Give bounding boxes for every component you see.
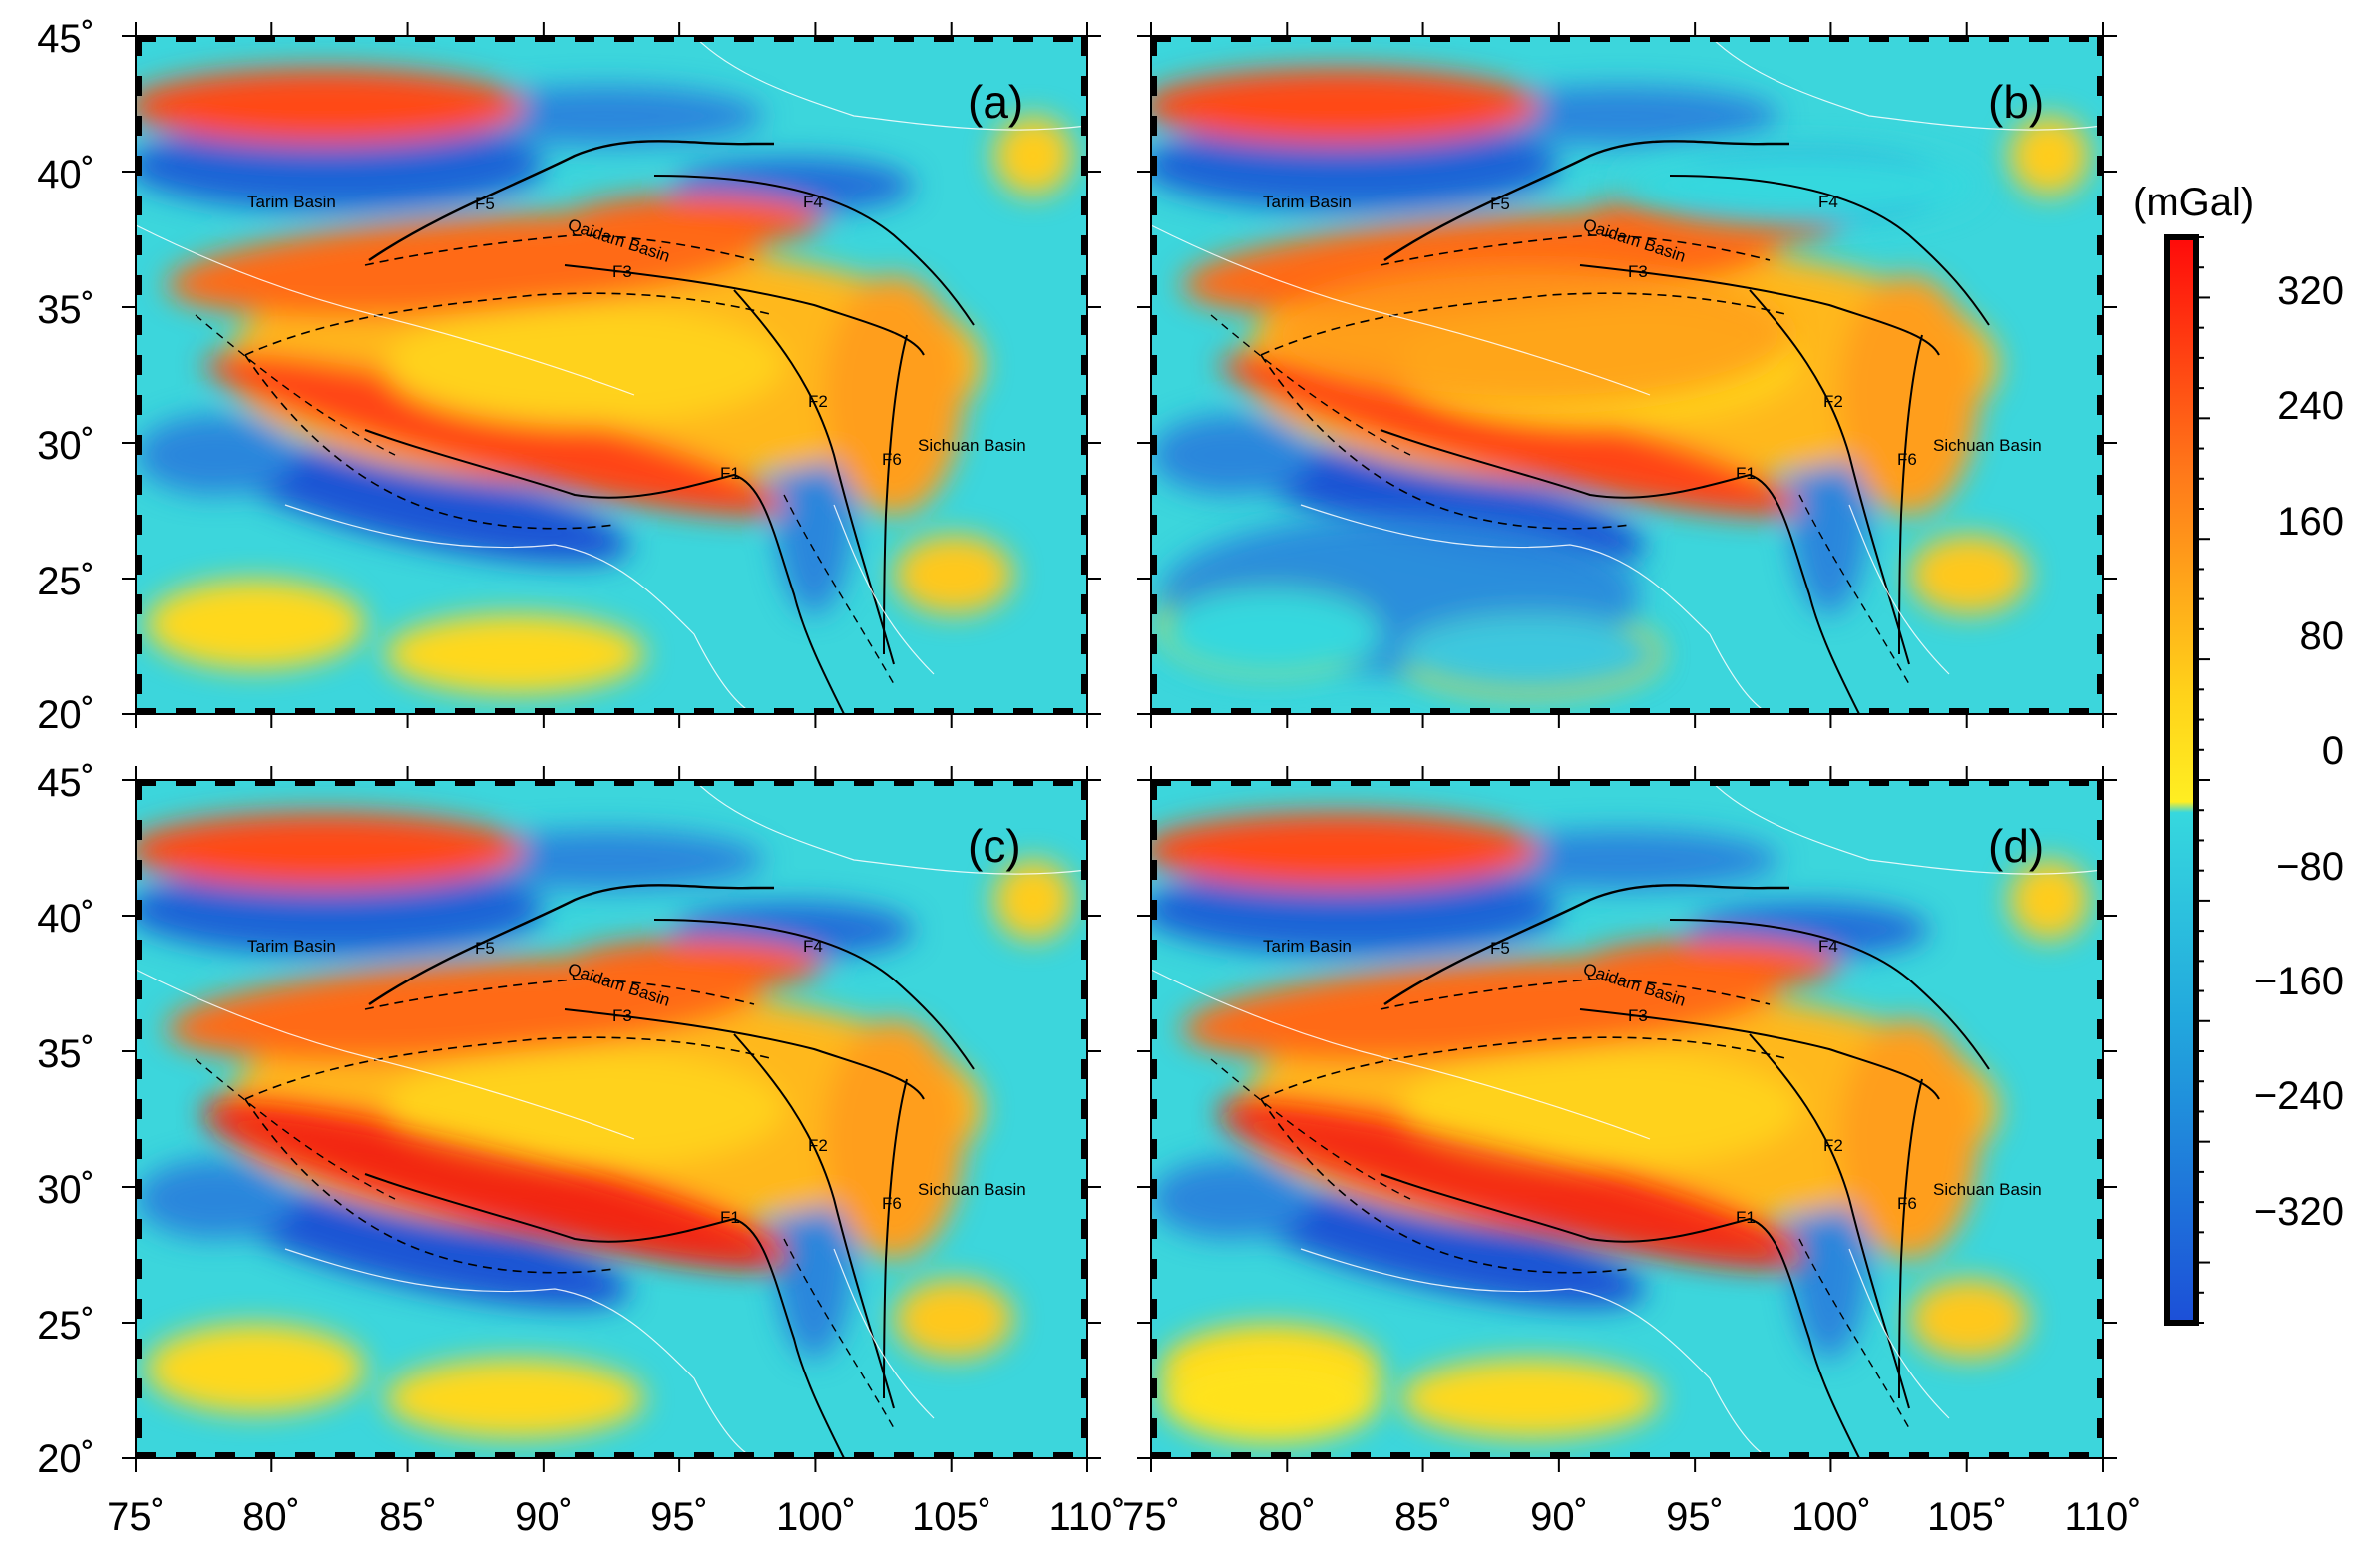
colorbar-tick-label: 320: [2277, 269, 2344, 313]
lon-tick-label: 90˚: [515, 1495, 573, 1539]
sichuan-basin-label: Sichuan Basin: [1933, 436, 2042, 455]
lon-tick-label: 95˚: [1666, 1495, 1724, 1539]
panel-a: [136, 36, 1087, 714]
lon-tick-label: 110˚: [2064, 1495, 2141, 1539]
colorbar-tick-label: 0: [2322, 729, 2344, 773]
colorbar-tick-label: 160: [2277, 500, 2344, 544]
lat-tick-label: 40˚: [37, 897, 95, 941]
panel-label-a: (a): [968, 76, 1023, 128]
fault-f6-label: F6: [1897, 450, 1917, 469]
lon-tick-label: 105˚: [1927, 1495, 2007, 1539]
fault-f2-label: F2: [808, 1136, 828, 1155]
fault-f6-label: F6: [882, 450, 902, 469]
panel-label-c: (c): [968, 820, 1021, 872]
lon-tick-label: 75˚: [1122, 1495, 1180, 1539]
fault-f6-label: F6: [1897, 1194, 1917, 1213]
fault-f5-label: F5: [475, 939, 495, 958]
fault-f5-label: F5: [1490, 939, 1510, 958]
fault-f2-label: F2: [808, 392, 828, 411]
lat-tick-label: 35˚: [37, 1032, 95, 1076]
colorbar-tick-marks: [2196, 236, 2210, 1324]
axis-tick-marks: [122, 22, 2117, 1472]
panel-d: [1151, 780, 2103, 1458]
lon-tick-label: 100˚: [1791, 1495, 1871, 1539]
fault-f3-label: F3: [612, 1006, 632, 1025]
lat-tick-label: 25˚: [37, 560, 95, 603]
lat-tick-label: 20˚: [37, 1437, 95, 1481]
lon-tick-label: 110˚: [1048, 1495, 1125, 1539]
lat-tick-label: 30˚: [37, 1168, 95, 1212]
colorbar-tick-label: −240: [2254, 1074, 2344, 1118]
lon-tick-label: 105˚: [912, 1495, 991, 1539]
panel-label-b: (b): [1988, 76, 2044, 128]
lon-tick-label: 85˚: [1394, 1495, 1452, 1539]
latitude-axis-top: 45˚ 40˚ 35˚ 30˚ 25˚ 20˚: [37, 17, 95, 737]
tarim-basin-label: Tarim Basin: [1263, 193, 1352, 211]
fault-f1-label: F1: [720, 1208, 740, 1227]
panel-label-d: (d): [1988, 820, 2044, 872]
lat-tick-label: 40˚: [37, 153, 95, 196]
panel-b: [1151, 36, 2103, 714]
lat-tick-label: 20˚: [37, 693, 95, 737]
lon-tick-label: 100˚: [776, 1495, 856, 1539]
lat-tick-label: 25˚: [37, 1304, 95, 1348]
colorbar: (mGal) 320 240 160 80 0 −80 −160 −240 −3…: [2133, 181, 2345, 1326]
fault-f4-label: F4: [803, 937, 823, 956]
sichuan-basin-label: Sichuan Basin: [1933, 1180, 2042, 1199]
lat-tick-label: 30˚: [37, 424, 95, 468]
tarim-basin-label: Tarim Basin: [247, 937, 336, 956]
sichuan-basin-label: Sichuan Basin: [918, 1180, 1026, 1199]
latitude-axis-bottom: 45˚ 40˚ 35˚ 30˚ 25˚ 20˚: [37, 761, 95, 1481]
fault-f2-label: F2: [1823, 392, 1843, 411]
fault-f3-label: F3: [612, 262, 632, 281]
lat-tick-label: 45˚: [37, 761, 95, 805]
longitude-axis-left: 75˚ 80˚ 85˚ 90˚ 95˚ 100˚ 105˚ 110˚: [107, 1495, 1125, 1539]
lat-tick-label: 45˚: [37, 17, 95, 61]
fault-f4-label: F4: [1818, 937, 1838, 956]
tarim-basin-label: Tarim Basin: [247, 193, 336, 211]
fault-f3-label: F3: [1628, 262, 1648, 281]
fault-f1-label: F1: [1736, 1208, 1756, 1227]
colorbar-tick-label: 240: [2277, 384, 2344, 428]
colorbar-tick-label: −160: [2254, 960, 2344, 1003]
lon-tick-label: 85˚: [379, 1495, 437, 1539]
lon-tick-label: 90˚: [1530, 1495, 1588, 1539]
colorbar-unit-label: (mGal): [2133, 181, 2254, 224]
colorbar-scale: [2164, 234, 2199, 1326]
colorbar-tick-label: −80: [2276, 845, 2344, 889]
fault-f2-label: F2: [1823, 1136, 1843, 1155]
fault-f1-label: F1: [720, 464, 740, 483]
fault-f1-label: F1: [1736, 464, 1756, 483]
longitude-axis-right: 75˚ 80˚ 85˚ 90˚ 95˚ 100˚ 105˚ 110˚: [1122, 1495, 2141, 1539]
lon-tick-label: 95˚: [650, 1495, 708, 1539]
fault-f4-label: F4: [1818, 193, 1838, 211]
lon-tick-label: 80˚: [242, 1495, 300, 1539]
lon-tick-label: 80˚: [1258, 1495, 1316, 1539]
fault-f3-label: F3: [1628, 1006, 1648, 1025]
sichuan-basin-label: Sichuan Basin: [918, 436, 1026, 455]
fault-f5-label: F5: [475, 195, 495, 213]
tarim-basin-label: Tarim Basin: [1263, 937, 1352, 956]
fault-f4-label: F4: [803, 193, 823, 211]
panel-c: [136, 780, 1087, 1458]
lon-tick-label: 75˚: [107, 1495, 165, 1539]
colorbar-tick-label: −320: [2254, 1190, 2344, 1234]
lat-tick-label: 35˚: [37, 288, 95, 332]
fault-f6-label: F6: [882, 1194, 902, 1213]
fault-f5-label: F5: [1490, 195, 1510, 213]
colorbar-tick-label: 80: [2300, 614, 2345, 658]
